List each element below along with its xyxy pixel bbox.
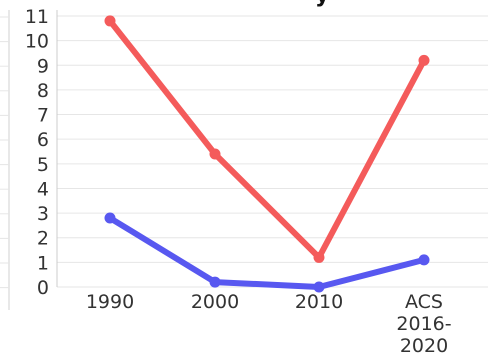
x-tick-label-line: 2000 — [191, 291, 239, 313]
data-point-s0-1[interactable] — [209, 148, 221, 160]
y-tick-label-1: 1 — [37, 252, 49, 274]
chart-title-fragment: y — [315, 0, 329, 8]
series-line-1 — [107, 215, 427, 290]
x-tick-label-line: 2016- — [396, 313, 451, 335]
series-line-0 — [107, 17, 427, 261]
series-layer — [104, 15, 430, 293]
data-point-s0-3[interactable] — [418, 54, 430, 66]
y-axis: 0 12 3 45 67 8 910 11 — [25, 6, 58, 299]
x-tick-label-0: 1990 — [86, 291, 134, 313]
data-point-s0-2[interactable] — [313, 251, 325, 263]
y-tick-label-0: 0 — [37, 277, 49, 299]
x-tick-label-1: 2000 — [191, 291, 239, 313]
x-axis: 1990 2000 2010 ACS 2016-2020 — [86, 291, 452, 357]
x-tick-label-2: 2010 — [295, 291, 343, 313]
data-point-s1-2[interactable] — [313, 281, 325, 293]
x-tick-label-line: 1990 — [86, 291, 134, 313]
y-tick-label-5: 5 — [37, 154, 49, 176]
y-tick-label-7: 7 — [37, 105, 49, 127]
x-tick-label-3: ACS 2016-2020 — [396, 291, 451, 357]
data-point-s1-3[interactable] — [418, 254, 430, 266]
y-tick-label-4: 4 — [37, 178, 49, 200]
x-tick-label-line: ACS — [405, 291, 443, 313]
left-panel-edge — [0, 10, 10, 310]
y-tick-label-6: 6 — [37, 129, 49, 151]
y-tick-label-3: 3 — [37, 203, 49, 225]
data-point-s0-0[interactable] — [104, 15, 116, 27]
x-tick-label-line: 2020 — [400, 335, 448, 357]
y-tick-label-10: 10 — [25, 31, 49, 53]
y-tick-label-9: 9 — [37, 55, 49, 77]
y-tick-label-8: 8 — [37, 80, 49, 102]
x-tick-label-line: 2010 — [295, 291, 343, 313]
y-tick-label-11: 11 — [25, 6, 49, 28]
data-point-s1-1[interactable] — [209, 276, 221, 288]
data-point-s1-0[interactable] — [104, 212, 116, 224]
y-tick-label-2: 2 — [37, 228, 49, 250]
